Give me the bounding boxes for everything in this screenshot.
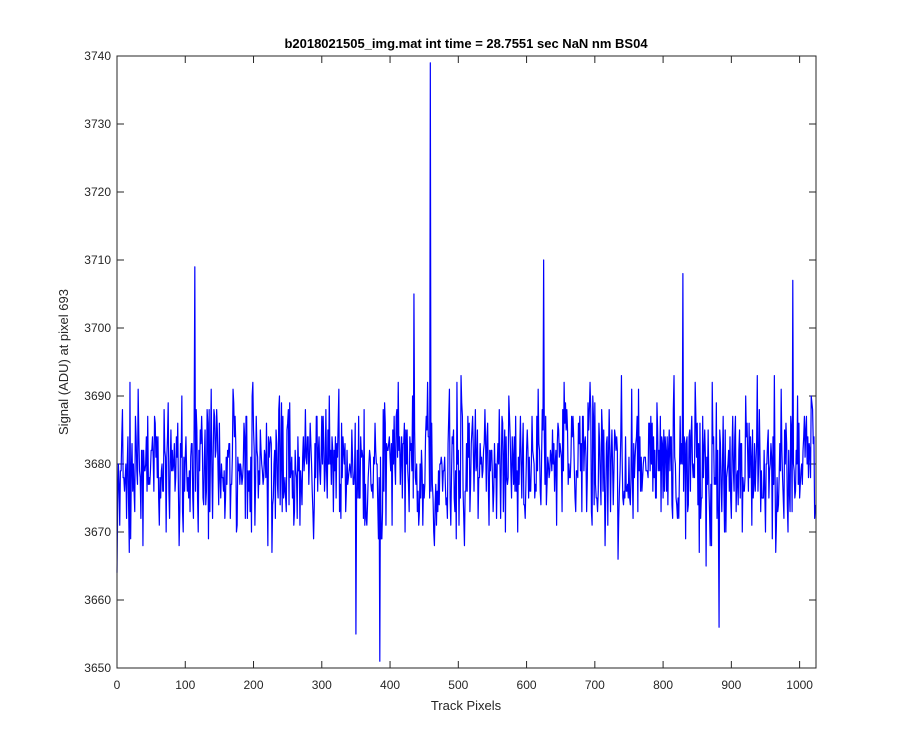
y-tick-label: 3720: [84, 185, 111, 199]
x-tick-label: 900: [721, 678, 741, 692]
x-tick-label: 100: [175, 678, 195, 692]
x-tick-label: 300: [312, 678, 332, 692]
chart-title: b2018021505_img.mat int time = 28.7551 s…: [284, 36, 648, 51]
x-axis-label: Track Pixels: [431, 698, 502, 713]
y-tick-label: 3690: [84, 389, 111, 403]
y-tick-label: 3730: [84, 117, 111, 131]
x-tick-label: 700: [585, 678, 605, 692]
x-tick-label: 200: [244, 678, 264, 692]
y-tick-label: 3710: [84, 253, 111, 267]
x-tick-label: 0: [114, 678, 121, 692]
x-tick-label: 600: [517, 678, 537, 692]
y-tick-label: 3700: [84, 321, 111, 335]
axes-box: [116, 55, 817, 669]
axes-background: [117, 56, 816, 668]
y-tick-label: 3650: [84, 661, 111, 675]
y-tick-label: 3670: [84, 525, 111, 539]
x-tick-label: 500: [448, 678, 468, 692]
x-axis-ticks: 0 100 200 300 400 500 600 700 800 900 1000: [114, 56, 813, 692]
x-tick-label: 1000: [786, 678, 813, 692]
y-tick-label: 3660: [84, 593, 111, 607]
x-tick-label: 800: [653, 678, 673, 692]
y-axis-ticks: 3650 3660 3670 3680 3690 3700 3710 3720 3730 3740: [84, 49, 816, 675]
signal-line: [116, 62, 816, 662]
series-line: [116, 62, 816, 662]
x-tick-label: 400: [380, 678, 400, 692]
y-axis-label: Signal (ADU) at pixel 693: [56, 289, 71, 435]
y-tick-label: 3740: [84, 49, 111, 63]
y-tick-label: 3680: [84, 457, 111, 471]
